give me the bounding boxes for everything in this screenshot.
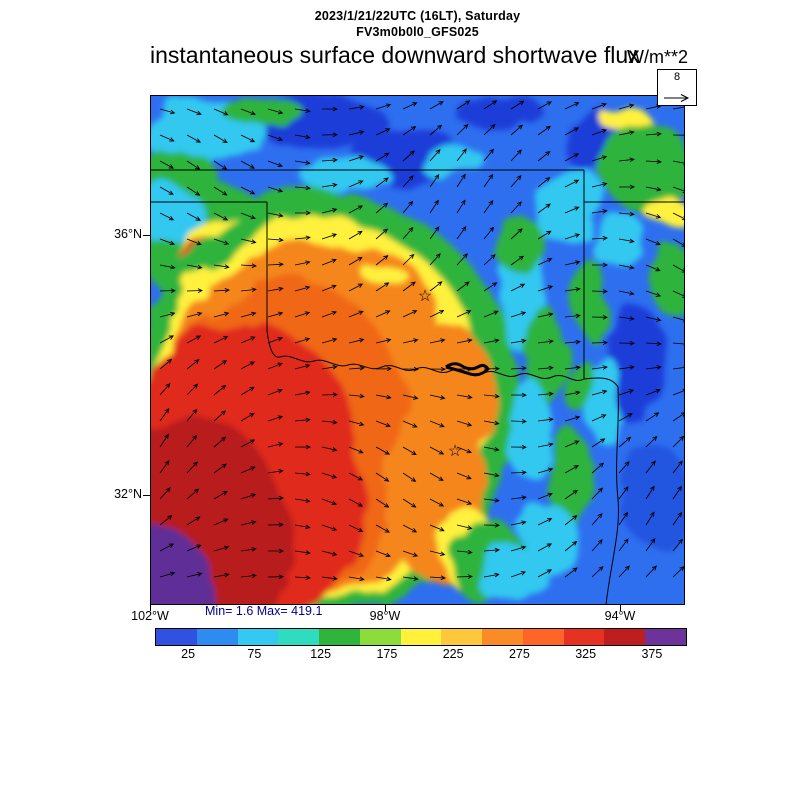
lat-tick-label: 32°N [114, 487, 142, 501]
lat-tick-mark [143, 235, 150, 236]
colorbar-segment [319, 629, 360, 645]
lat-tick-mark [143, 495, 150, 496]
colorbar-segment [441, 629, 483, 645]
colorbar-segment [156, 629, 197, 645]
colorbar-segment [237, 629, 279, 645]
colorbar-tick-label: 125 [310, 647, 332, 661]
colorbar [155, 628, 687, 646]
colorbar-segment [522, 629, 564, 645]
map-plot: ☆ ☆ [150, 95, 685, 605]
location-star-icon: ☆ [418, 288, 432, 305]
plot-frame [150, 95, 685, 605]
flux-shading-layer [150, 95, 685, 605]
colorbar-tick-label: 225 [442, 647, 464, 661]
wind-vector-field [159, 100, 685, 582]
plot-title: instantaneous surface downward shortwave… [150, 42, 640, 68]
colorbar-tick-label: 325 [575, 647, 597, 661]
colorbar-segment [359, 629, 401, 645]
location-star-icon: ☆ [448, 443, 462, 460]
colorbar-segment [645, 629, 686, 645]
colorbar-segment [196, 629, 238, 645]
vector-reference-value: 8 [673, 71, 681, 83]
colorbar-segment [482, 629, 523, 645]
colorbar-tick-label: 375 [641, 647, 663, 661]
colorbar-segment [604, 629, 646, 645]
colorbar-tick-labels: 25 75 125 175 225 275 325 375 [155, 647, 685, 663]
lon-tick-label: 98°W [369, 609, 401, 623]
colorbar-tick-label: 175 [376, 647, 398, 661]
colorbar-tick-label: 75 [247, 647, 262, 661]
lon-tick-label: 102°W [131, 609, 169, 623]
vector-reference-box: 8 [657, 69, 697, 106]
lon-tick-mark [150, 605, 151, 611]
vector-reference-arrow-icon [664, 94, 690, 102]
lon-tick-label: 94°W [604, 609, 636, 623]
units-label: W/m**2 [626, 47, 688, 67]
model-id-label: FV3m0b0l0_GFS025 [356, 25, 479, 39]
colorbar-tick-label: 25 [181, 647, 196, 661]
location-markers: ☆ ☆ [418, 288, 462, 460]
valid-time-label: 2023/1/21/22UTC (16LT), Saturday [314, 9, 521, 23]
lon-tick-mark [620, 605, 621, 611]
minmax-label: Min= 1.6 Max= 419.1 [205, 604, 323, 618]
lon-tick-mark [385, 605, 386, 611]
lat-tick-label: 36°N [114, 227, 142, 241]
colorbar-segment [563, 629, 605, 645]
colorbar-segment [400, 629, 442, 645]
colorbar-segment [278, 629, 320, 645]
colorbar-tick-label: 275 [508, 647, 530, 661]
